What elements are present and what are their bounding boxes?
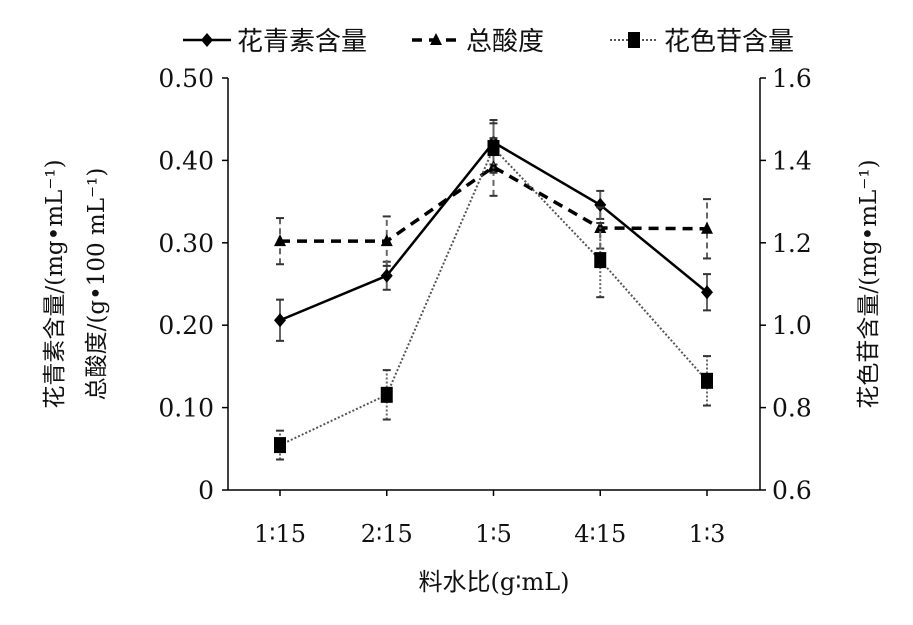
legend-label: 总酸度 xyxy=(466,27,544,57)
data-point-diamond xyxy=(274,313,286,328)
legend-label: 花色苷含量 xyxy=(664,27,794,57)
y-tick-label-left: 0.20 xyxy=(158,311,214,340)
data-point-square xyxy=(380,386,393,403)
data-point-square xyxy=(487,140,500,157)
y-tick-label-right: 0.8 xyxy=(772,394,812,423)
y-axis-title-left-2: 总酸度/(g•100 mL⁻¹) xyxy=(84,168,110,401)
x-tick-label: 4∶15 xyxy=(574,520,626,548)
x-tick-label: 1∶15 xyxy=(254,520,306,548)
x-tick-label: 1∶3 xyxy=(689,520,726,548)
y-tick-label-right: 1.2 xyxy=(772,229,812,258)
data-point-triangle xyxy=(380,234,393,247)
data-point-triangle xyxy=(487,159,500,172)
legend-marker-diamond xyxy=(201,33,213,47)
series-dotted xyxy=(274,122,713,461)
data-point-triangle xyxy=(701,221,713,234)
x-axis-title: 料水比(g∶mL) xyxy=(418,568,569,596)
y-tick-label-right: 1.0 xyxy=(772,311,812,340)
y-tick-label-left: 0.40 xyxy=(158,146,214,175)
y-tick-label-left: 0 xyxy=(198,476,214,505)
y-tick-label-right: 0.6 xyxy=(772,476,812,505)
data-point-diamond xyxy=(594,197,607,212)
series-line xyxy=(280,164,708,243)
legend-marker-square xyxy=(628,32,640,48)
data-point-diamond xyxy=(380,268,393,283)
data-point-triangle xyxy=(594,220,607,233)
y-tick-label-left: 0.10 xyxy=(158,394,214,423)
y-tick-label-right: 1.4 xyxy=(772,146,812,175)
axes: 0 0.10 0.20 0.30 0.40 0.50 0.6 0.8 1.0 1.2 1.4 1.6 1… xyxy=(158,64,811,548)
y-axis-title-left-1: 花青素含量/(mg•mL⁻¹) xyxy=(42,159,68,408)
series-layer xyxy=(274,119,713,461)
data-point-diamond xyxy=(701,285,713,300)
data-point-square xyxy=(701,372,713,389)
data-point-triangle xyxy=(274,234,286,247)
x-tick-label: 2∶15 xyxy=(361,520,413,548)
y-tick-label-left: 0.50 xyxy=(158,64,214,93)
data-point-square xyxy=(594,252,607,269)
y-tick-label-right: 1.6 xyxy=(772,64,812,93)
y-axis-title-right: 花色苷含量/(mg•mL⁻¹) xyxy=(856,159,882,408)
legend-marker-triangle xyxy=(430,33,442,45)
data-point-square xyxy=(274,437,286,454)
legend: 花青素含量 总酸度 花色苷含量 xyxy=(183,27,794,57)
legend-label: 花青素含量 xyxy=(237,27,367,57)
y-tick-label-left: 0.30 xyxy=(158,229,214,258)
x-tick-label: 1∶5 xyxy=(475,520,512,548)
